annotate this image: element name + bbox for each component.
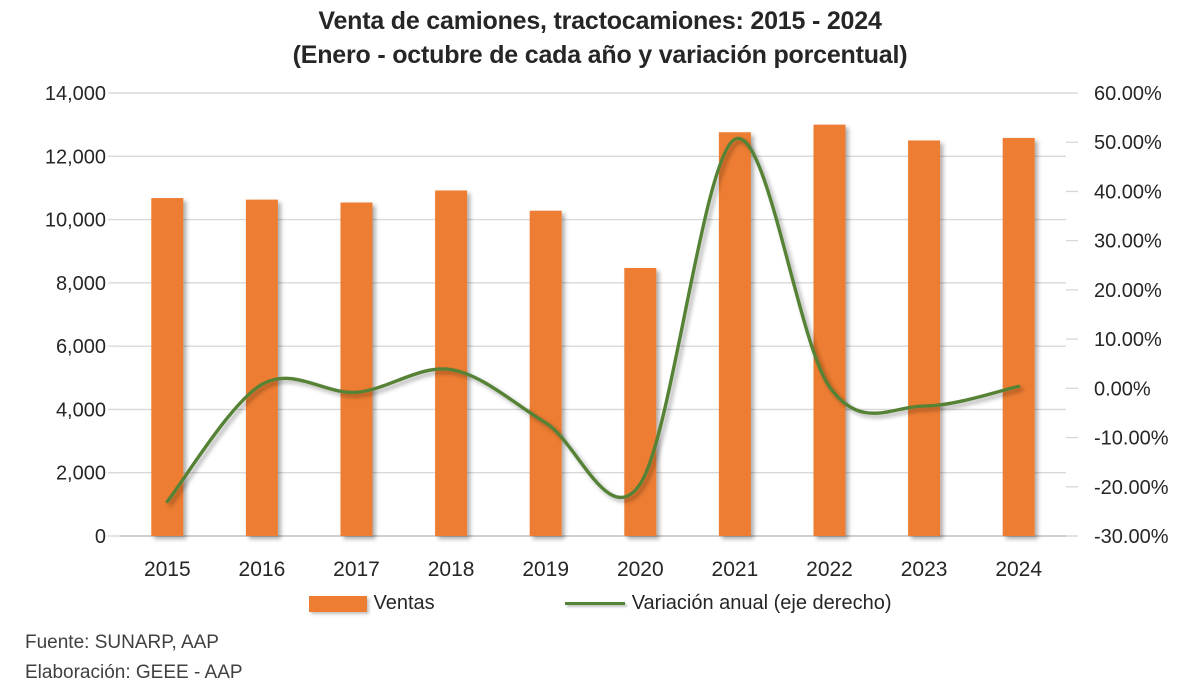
y2-axis-label: 50.00% (1094, 132, 1162, 154)
x-axis-label: 2024 (995, 558, 1042, 581)
ventas-bar (340, 202, 373, 536)
plot-area: 14,000 12,000 10,000 8,000 6,000 4,000 2,000 0 6… (45, 83, 1169, 581)
ventas-bar (718, 132, 751, 537)
chart-footer: Fuente: SUNARP, AAP Elaboración: GEEE - … (25, 628, 243, 686)
y2-axis-label: 30.00% (1094, 231, 1162, 253)
ventas-bar (813, 124, 846, 537)
y-axis-label: 8,000 (56, 273, 106, 295)
y2-axis-label: 0.00% (1094, 378, 1151, 400)
y2-axis-label: -10.00% (1094, 428, 1169, 450)
y2-axis-label: 20.00% (1094, 280, 1162, 302)
y2-axis-label: -30.00% (1094, 526, 1169, 548)
y2-axis-label: 10.00% (1094, 329, 1162, 351)
ventas-bar (624, 267, 657, 536)
y-axis-label: 6,000 (56, 336, 106, 358)
legend-item-ventas: Ventas (308, 592, 435, 615)
x-axis-label: 2015 (144, 558, 191, 581)
variacion-line (165, 136, 1021, 504)
footer-elaboration: Elaboración: GEEE - AAP (25, 662, 243, 683)
y-axis-label: 4,000 (56, 399, 106, 421)
chart-title: Venta de camiones, tractocamiones: 2015 … (0, 4, 1200, 72)
y2-axis-label: 40.00% (1094, 181, 1162, 203)
y-axis-label: 10,000 (45, 210, 106, 232)
x-axis-label: 2016 (239, 558, 286, 581)
ventas-bar (529, 210, 562, 536)
chart-title-line1: Venta de camiones, tractocamiones: 2015 … (318, 7, 882, 35)
footer-source: Fuente: SUNARP, AAP (25, 632, 219, 653)
ventas-bar (1002, 137, 1035, 536)
x-axis-label: 2023 (901, 558, 948, 581)
legend-ventas-label: Ventas (373, 592, 435, 614)
ventas-bar (151, 198, 184, 536)
x-axis-label: 2022 (806, 558, 853, 581)
ventas-bar (245, 199, 278, 537)
y-axis-label: 0 (95, 526, 106, 548)
legend-item-variacion: Variación anual (eje derecho) (564, 592, 892, 615)
y2-axis-label: 60.00% (1094, 83, 1162, 105)
y-axis-label: 12,000 (45, 146, 106, 168)
ventas-bar (908, 140, 941, 536)
x-axis-label: 2018 (428, 558, 475, 581)
y-axis-label: 2,000 (56, 463, 106, 485)
x-axis-label: 2017 (333, 558, 380, 581)
chart-title-line2: (Enero - octubre de cada año y variación… (292, 41, 908, 69)
legend-variacion-label: Variación anual (eje derecho) (631, 592, 892, 614)
x-axis-label: 2019 (522, 558, 569, 581)
variacion-line-icon (564, 602, 625, 605)
y-axis-label: 14,000 (45, 83, 106, 105)
x-axis-label: 2020 (617, 558, 664, 581)
ventas-swatch-icon (308, 595, 367, 612)
ventas-bar (435, 190, 468, 536)
y2-axis-label: -20.00% (1094, 477, 1169, 499)
chart-legend: Ventas Variación anual (eje derecho) (0, 592, 1200, 615)
x-axis-label: 2021 (712, 558, 759, 581)
